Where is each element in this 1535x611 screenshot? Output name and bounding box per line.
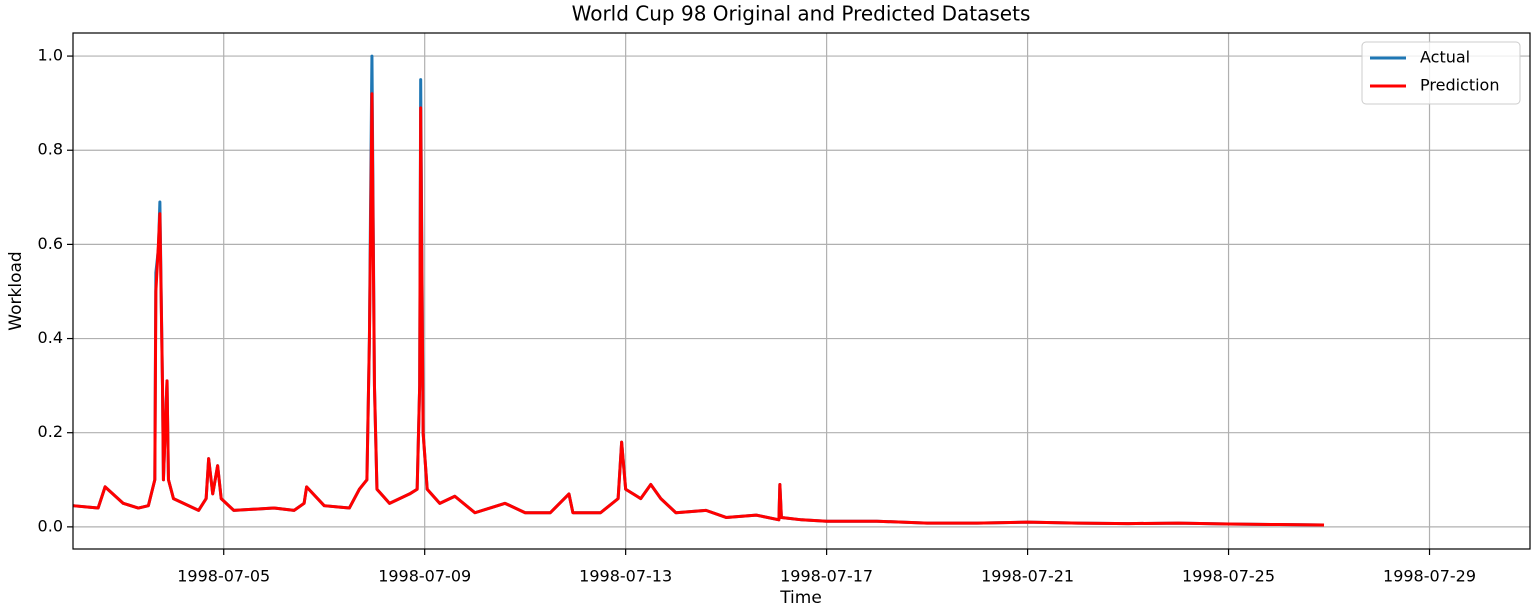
x-tick-label: 1998-07-25 [1182,567,1275,586]
y-tick-label: 0.6 [38,234,63,253]
x-tick-label: 1998-07-17 [780,567,873,586]
chart-title: World Cup 98 Original and Predicted Data… [572,2,1031,26]
y-axis-label: Workload [6,251,26,330]
x-tick-label: 1998-07-05 [177,567,270,586]
y-tick-label: 1.0 [38,46,63,65]
y-tick-label: 0.2 [38,422,63,441]
x-tick-label: 1998-07-29 [1383,567,1476,586]
x-axis-label: Time [779,588,822,608]
plot-frame [72,32,1531,550]
x-tick-label: 1998-07-09 [378,567,471,586]
legend-label: Prediction [1420,76,1499,95]
y-tick-label: 0.8 [38,140,63,159]
y-tick-label: 0.4 [38,328,63,347]
legend: Actual Prediction [1361,41,1521,105]
x-tick-label: 1998-07-21 [981,567,1074,586]
data-line [72,54,1325,527]
data-line [72,92,1325,527]
x-tick-label: 1998-07-13 [579,567,672,586]
legend-label: Actual [1420,48,1470,67]
y-tick-label: 0.0 [38,516,63,535]
